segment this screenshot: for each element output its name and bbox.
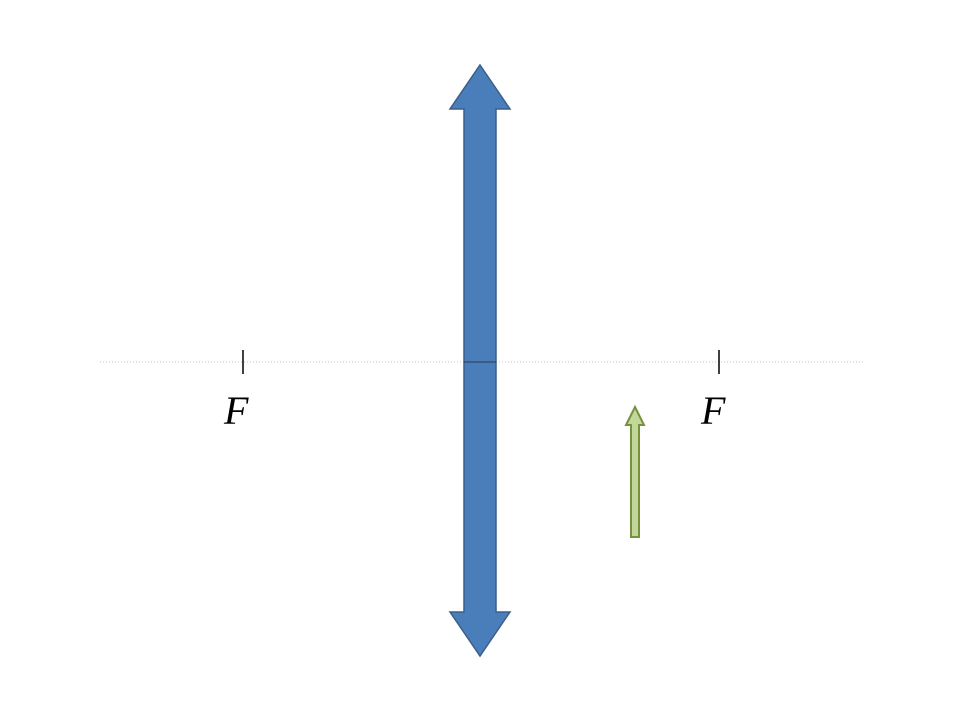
- object-arrow: [626, 407, 644, 537]
- optics-diagram: F F: [0, 0, 960, 720]
- focal-label-left: F: [224, 387, 248, 434]
- diagram-svg: [0, 0, 960, 720]
- lens-double-arrow: [450, 65, 510, 656]
- focal-label-right: F: [701, 387, 725, 434]
